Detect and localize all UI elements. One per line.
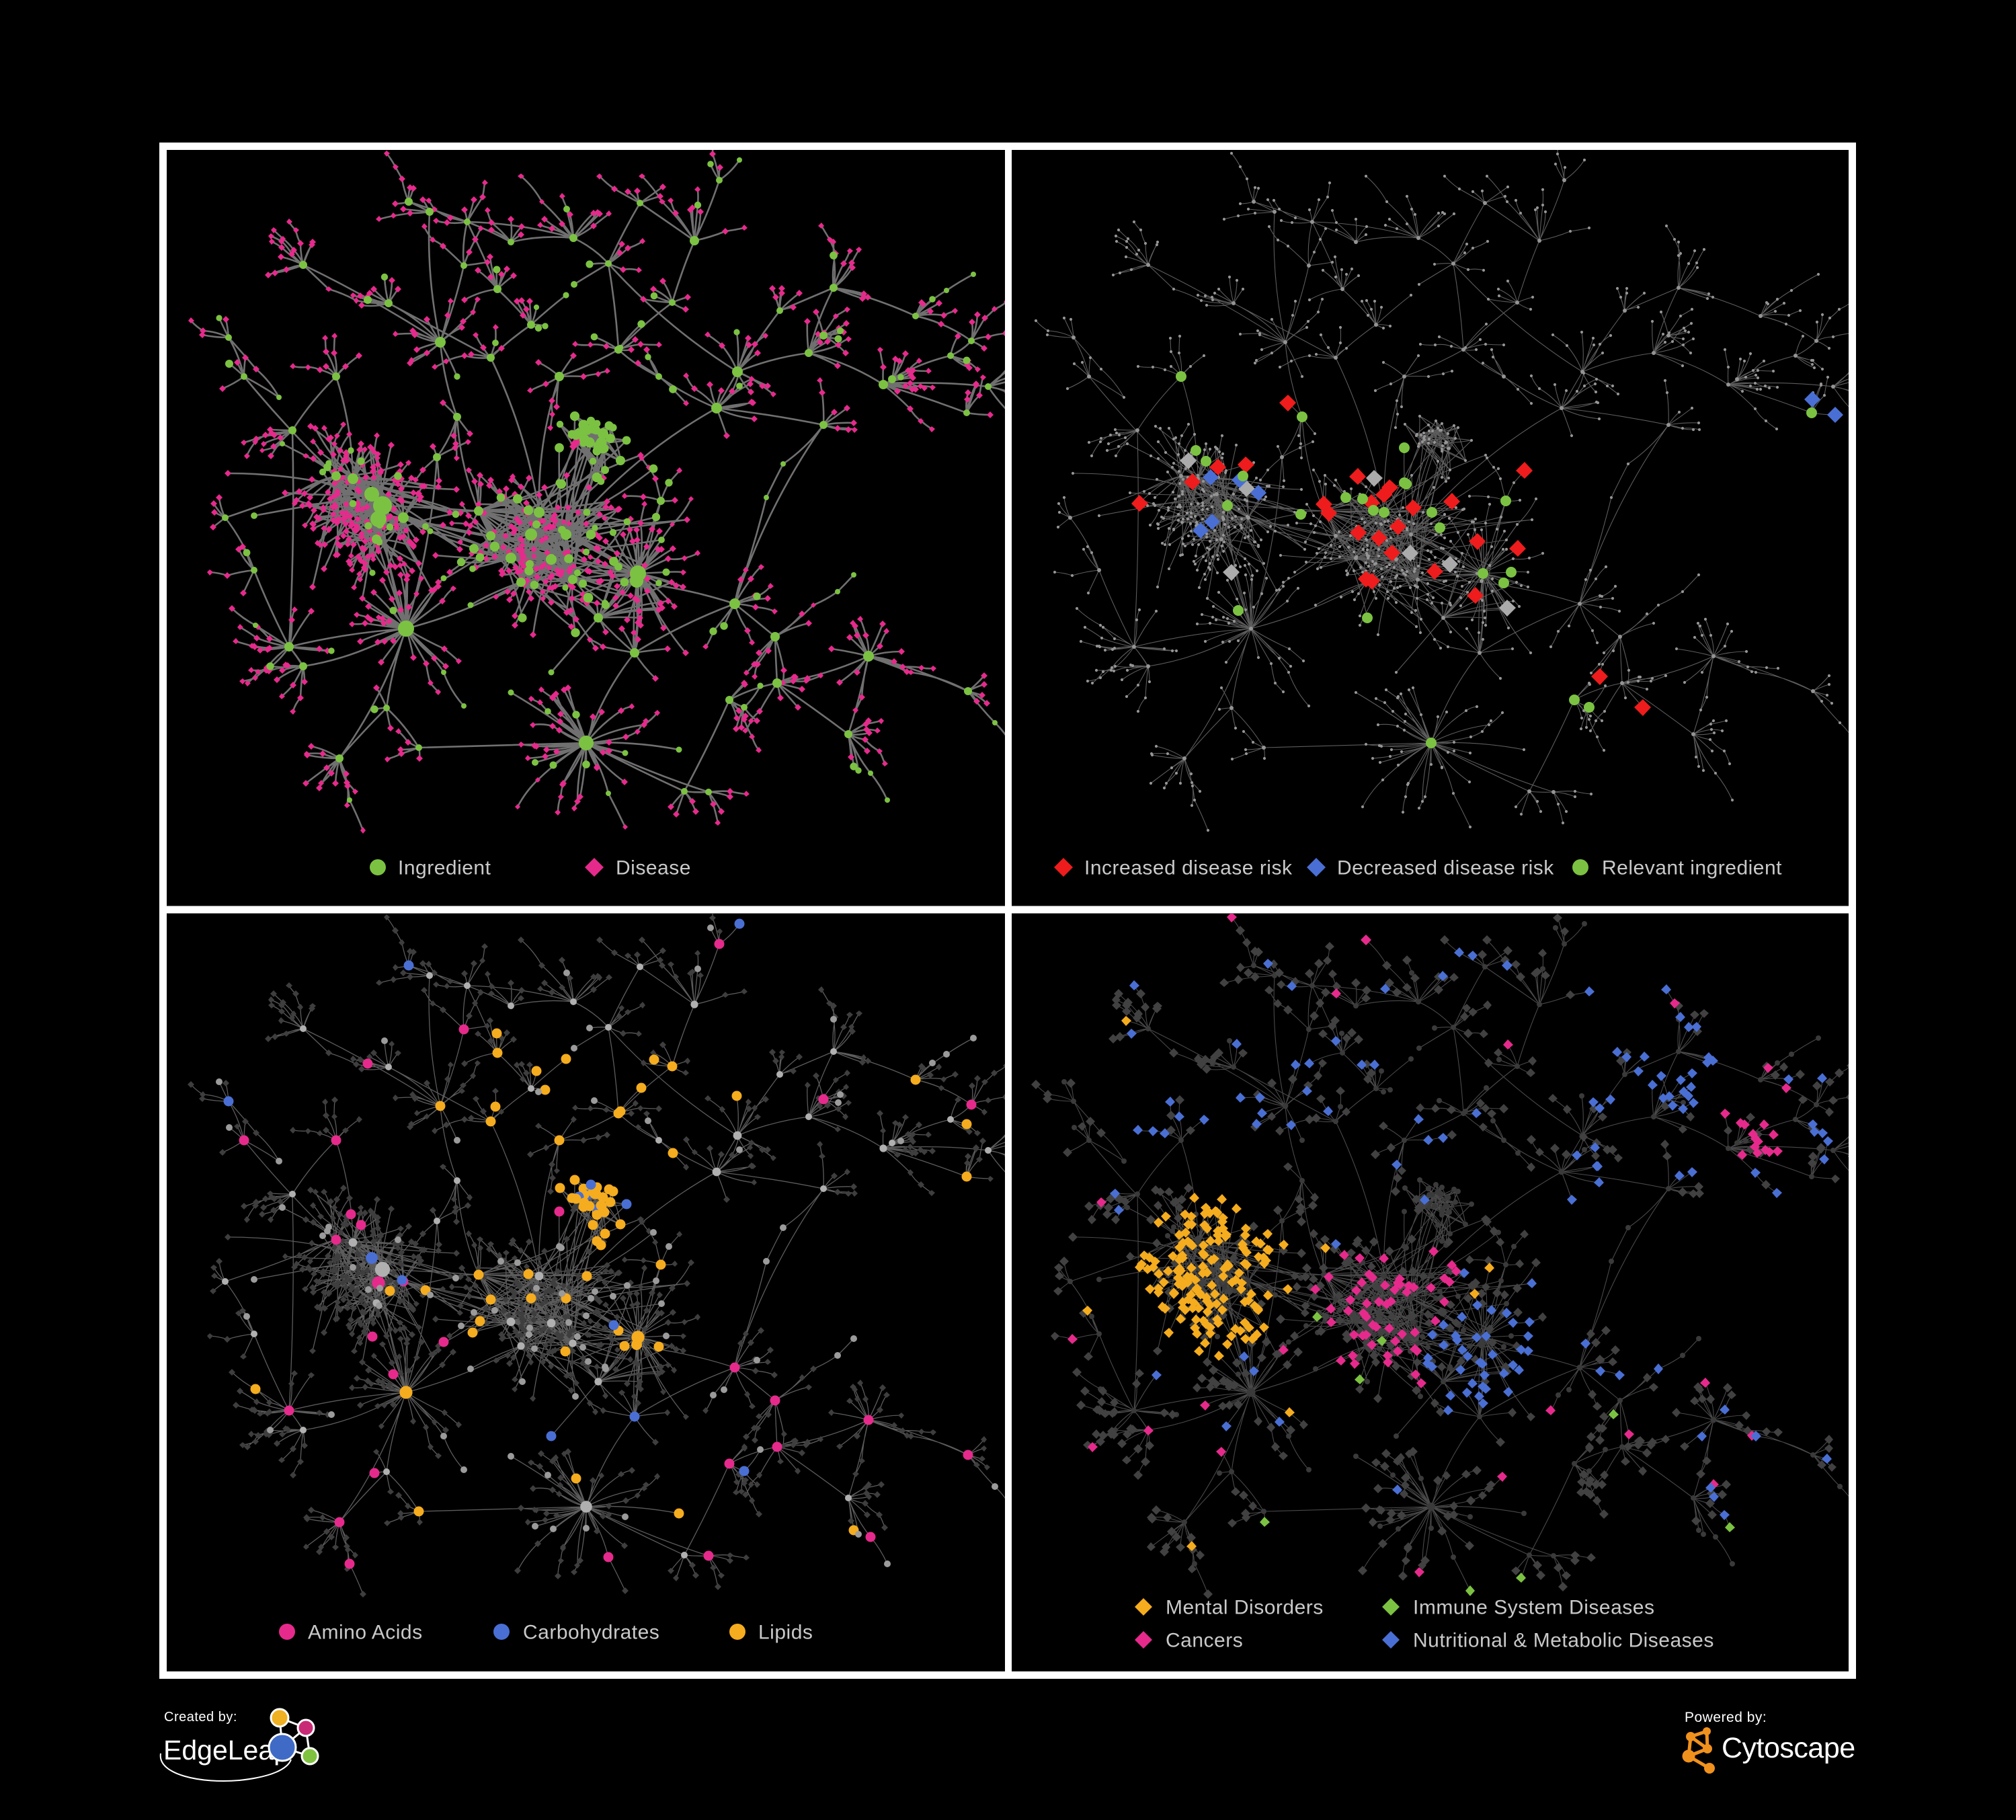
svg-text:Created by:: Created by: xyxy=(164,1710,237,1725)
svg-text:Relevant ingredient: Relevant ingredient xyxy=(1602,857,1782,879)
svg-text:Immune System Diseases: Immune System Diseases xyxy=(1413,1597,1654,1619)
svg-text:Mental Disorders: Mental Disorders xyxy=(1166,1597,1324,1619)
svg-text:Increased disease risk: Increased disease risk xyxy=(1084,857,1293,879)
svg-text:Decreased disease risk: Decreased disease risk xyxy=(1337,857,1554,879)
svg-text:Lipids: Lipids xyxy=(758,1622,813,1644)
svg-text:Disease: Disease xyxy=(616,857,691,879)
svg-text:Carbohydrates: Carbohydrates xyxy=(523,1622,659,1644)
svg-text:Ingredient: Ingredient xyxy=(398,857,491,879)
svg-text:Nutritional & Metabolic Diseas: Nutritional & Metabolic Diseases xyxy=(1413,1630,1714,1652)
svg-text:Powered by:: Powered by: xyxy=(1685,1710,1767,1725)
svg-text:Cytoscape: Cytoscape xyxy=(1722,1732,1855,1764)
svg-text:EdgeLeap: EdgeLeap xyxy=(163,1735,289,1766)
svg-text:Amino Acids: Amino Acids xyxy=(308,1622,423,1644)
svg-text:Cancers: Cancers xyxy=(1166,1630,1243,1652)
